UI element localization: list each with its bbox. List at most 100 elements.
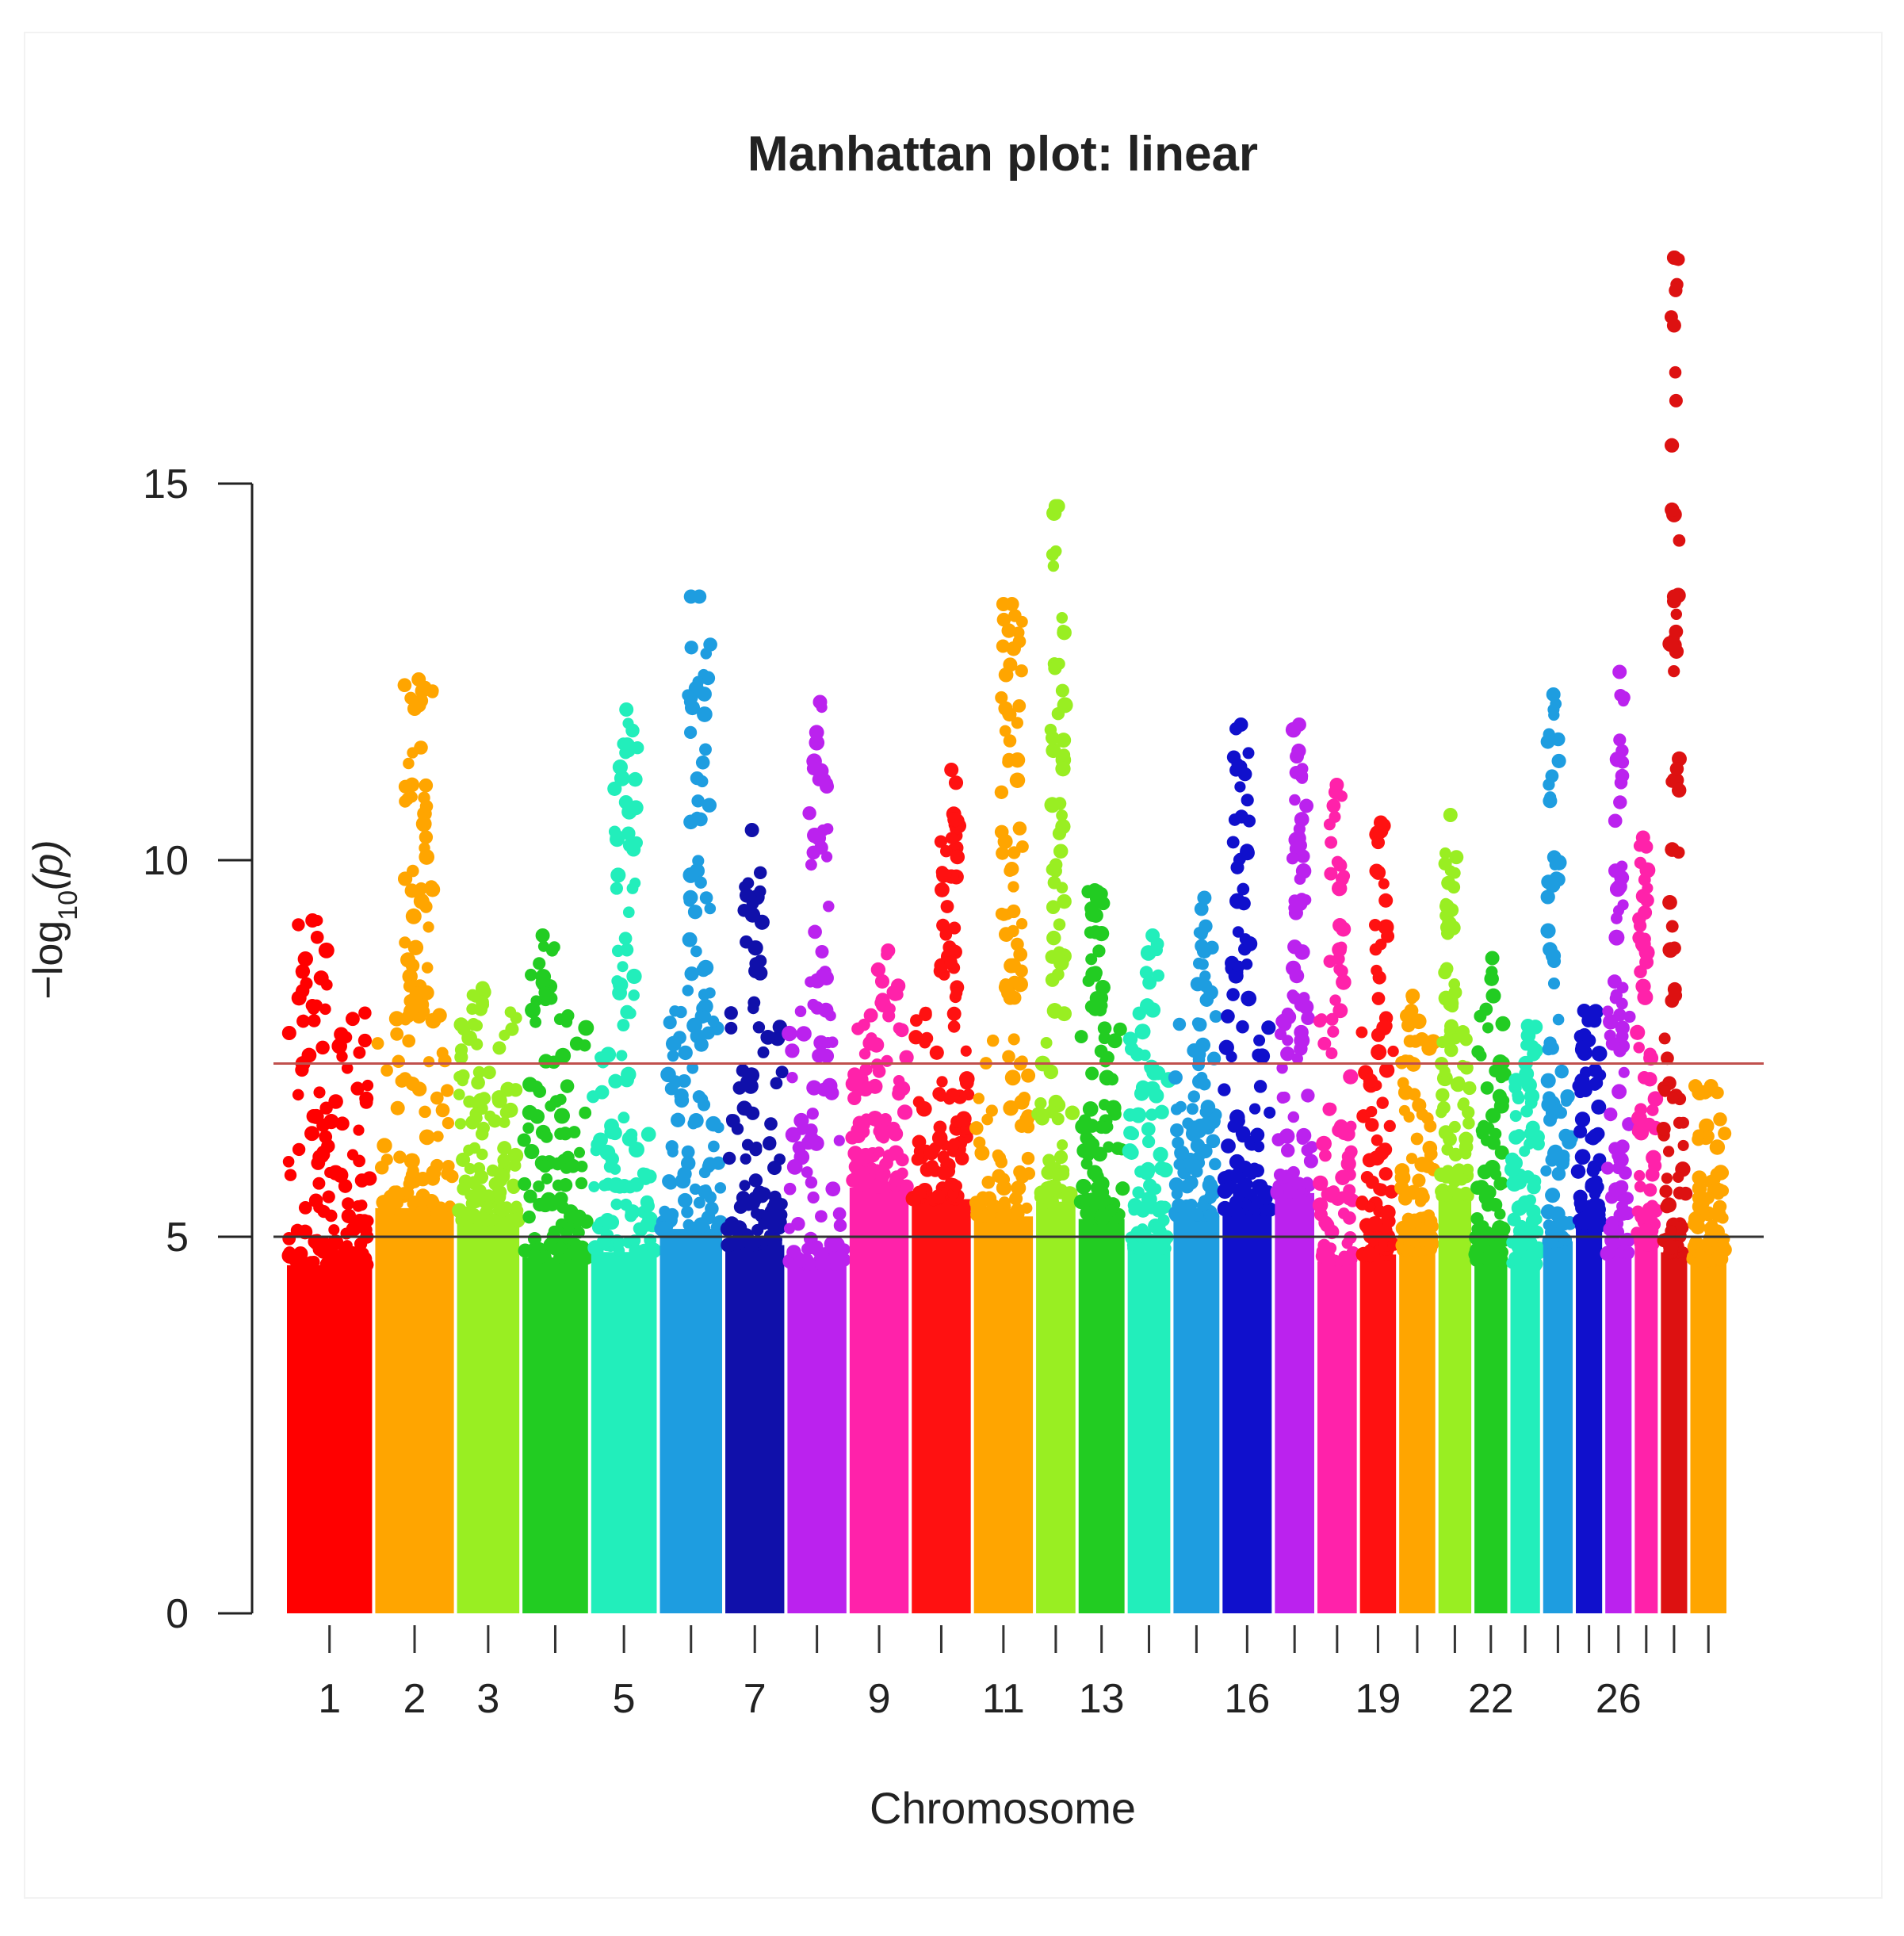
snp-point xyxy=(292,918,305,932)
snp-point xyxy=(504,1006,517,1018)
snp-point xyxy=(430,1091,444,1105)
snp-point xyxy=(692,1090,706,1104)
snp-point xyxy=(525,968,537,981)
snp-point xyxy=(786,1159,803,1175)
chromosome-7-points xyxy=(720,823,789,1613)
snp-point xyxy=(467,1017,480,1031)
snp-point xyxy=(601,1215,615,1230)
chromosome-3-points xyxy=(452,981,526,1613)
snp-point xyxy=(497,1141,512,1155)
snp-point xyxy=(551,1157,564,1171)
snp-point xyxy=(863,1008,878,1023)
snp-point xyxy=(403,757,415,770)
snp-point xyxy=(611,975,623,987)
snp-point xyxy=(453,1089,465,1100)
snp-point xyxy=(677,1166,692,1181)
snp-point xyxy=(616,1050,628,1062)
snp-point xyxy=(391,1197,403,1210)
snp-point xyxy=(775,1066,789,1079)
points-layer xyxy=(281,251,1732,1613)
snp-point xyxy=(724,1006,738,1020)
snp-point xyxy=(538,1159,552,1173)
snp-point xyxy=(699,743,712,756)
snp-point xyxy=(855,1169,870,1184)
snp-point xyxy=(669,1005,681,1017)
snp-point xyxy=(362,1171,377,1186)
snp-point xyxy=(934,835,947,848)
figure-frame xyxy=(24,32,1883,1899)
snp-point xyxy=(934,882,950,897)
snp-point xyxy=(296,966,308,979)
snp-point xyxy=(354,1237,368,1251)
snp-point xyxy=(477,1121,490,1134)
snp-point xyxy=(899,1179,914,1194)
snp-point xyxy=(298,1201,312,1215)
snp-point xyxy=(693,1217,709,1234)
snp-point xyxy=(695,756,710,770)
snp-point xyxy=(682,867,699,883)
snp-point xyxy=(565,1158,580,1173)
snp-point xyxy=(441,1167,454,1180)
snp-point xyxy=(811,1244,824,1257)
snp-point xyxy=(323,1113,339,1130)
snp-point xyxy=(522,1104,537,1120)
snp-point xyxy=(683,695,696,708)
chromosome-2-peak-point xyxy=(411,672,426,687)
snp-point xyxy=(291,990,307,1006)
snp-point xyxy=(497,1154,511,1167)
snp-point xyxy=(578,1249,594,1265)
snp-point xyxy=(359,1258,373,1272)
snp-point xyxy=(345,1012,360,1027)
snp-point xyxy=(755,1190,769,1203)
snp-point xyxy=(541,1173,553,1185)
snp-point xyxy=(815,945,829,958)
snp-point xyxy=(888,987,903,1001)
snp-point xyxy=(403,1187,415,1199)
snp-point xyxy=(312,1242,327,1257)
snp-point xyxy=(316,1148,331,1161)
snp-point xyxy=(472,1092,488,1108)
chromosome-8-points xyxy=(782,694,851,1613)
snp-point xyxy=(469,1108,483,1120)
snp-point xyxy=(622,906,635,919)
chromosome-9-base xyxy=(849,1187,909,1613)
snp-point xyxy=(694,1037,709,1052)
snp-point xyxy=(647,1242,660,1255)
snp-point xyxy=(791,1217,805,1231)
snp-point xyxy=(426,684,439,697)
snp-point xyxy=(568,1126,581,1138)
snp-point xyxy=(805,859,817,871)
snp-point xyxy=(292,1142,306,1157)
snp-point xyxy=(573,1146,586,1158)
snp-point xyxy=(684,641,698,655)
snp-point xyxy=(454,1050,468,1064)
snp-point xyxy=(471,1075,485,1090)
snp-point xyxy=(415,1171,430,1187)
snp-point xyxy=(509,1159,522,1172)
snp-point xyxy=(793,1254,807,1268)
snp-point xyxy=(564,1208,579,1225)
snp-point xyxy=(358,1006,372,1020)
snp-point xyxy=(374,1161,389,1175)
snp-point xyxy=(807,1191,820,1204)
snp-point xyxy=(518,1243,533,1258)
snp-point xyxy=(877,1180,891,1195)
snp-point xyxy=(313,1086,326,1099)
snp-point xyxy=(491,1184,507,1199)
snp-point xyxy=(588,1180,600,1192)
snp-point xyxy=(833,1219,847,1232)
snp-point xyxy=(852,1115,867,1131)
snp-point xyxy=(801,1166,813,1178)
snp-point xyxy=(832,1207,847,1221)
snp-point xyxy=(457,1074,468,1087)
snp-point xyxy=(702,1026,715,1040)
snp-point xyxy=(889,1175,900,1187)
snp-point xyxy=(579,1214,594,1229)
snp-point xyxy=(425,1012,442,1029)
snp-point xyxy=(886,1121,900,1135)
snp-point xyxy=(612,985,628,1001)
snp-point xyxy=(464,1163,476,1175)
snp-point xyxy=(578,1020,595,1036)
snp-point xyxy=(407,1198,419,1210)
snp-point xyxy=(640,1217,655,1232)
